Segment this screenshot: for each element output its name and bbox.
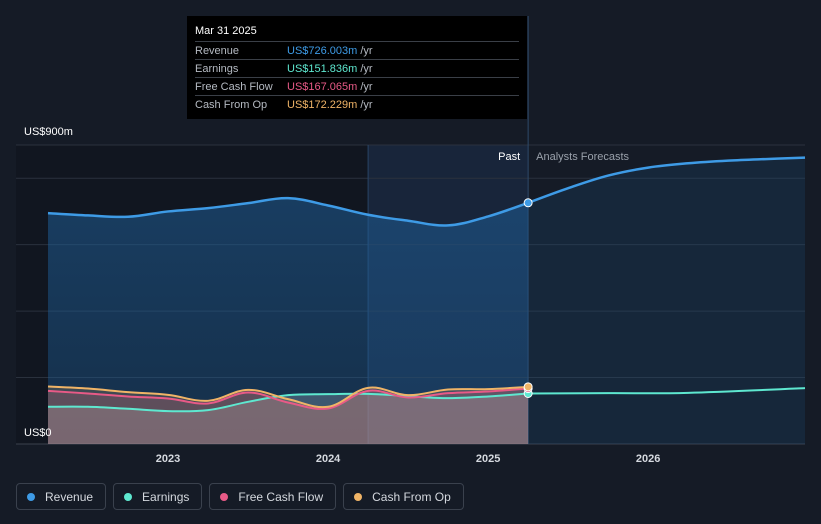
free-cash-flow-line-past — [47, 387, 529, 410]
x-tick-label: 2024 — [316, 453, 341, 465]
cash-from-op-marker — [523, 382, 533, 392]
legend-dot-icon — [220, 492, 229, 501]
tooltip-unit: /yr — [360, 98, 373, 111]
tooltip-row-cash-from-op: Cash From Op US$172.229m /yr — [195, 95, 519, 113]
free-cash-flow-area — [48, 388, 529, 444]
earnings-line-forecast — [528, 387, 806, 395]
legend-dot-icon — [124, 492, 133, 501]
tooltip-unit: /yr — [360, 44, 373, 57]
revenue-forecast-area — [528, 157, 805, 444]
tooltip-value: US$172.229m — [287, 98, 358, 111]
earnings-line-past — [47, 392, 529, 413]
forecast-label: Analysts Forecasts — [536, 151, 629, 163]
tooltip-row-revenue: Revenue US$726.003m /yr — [195, 41, 519, 59]
tooltip-value: US$167.065m — [287, 80, 358, 93]
data-tooltip: Mar 31 2025 Revenue US$726.003m /yr Earn… — [187, 16, 527, 119]
tooltip-row-earnings: Earnings US$151.836m /yr — [195, 59, 519, 77]
x-tick-label: 2026 — [636, 453, 660, 465]
revenue-marker — [523, 198, 533, 208]
tooltip-value: US$151.836m — [287, 62, 358, 75]
tooltip-label: Revenue — [195, 44, 240, 57]
revenue-line-past — [47, 196, 529, 227]
tooltip-value: US$726.003m — [287, 44, 358, 57]
revenue-line-forecast — [527, 156, 806, 204]
legend-label: Free Cash Flow — [238, 489, 324, 504]
tooltip-date: Mar 31 2025 — [195, 25, 257, 37]
tooltip-label: Cash From Op — [195, 98, 268, 111]
tooltip-row-free-cash-flow: Free Cash Flow US$167.065m /yr — [195, 77, 519, 95]
x-tick-label: 2023 — [156, 453, 180, 465]
legend-label: Cash From Op — [372, 489, 451, 504]
cash-from-op-area — [48, 386, 529, 444]
tooltip-unit: /yr — [360, 80, 373, 93]
tooltip-label: Free Cash Flow — [195, 80, 273, 93]
legend-item-earnings[interactable]: Earnings — [113, 483, 203, 510]
legend-dot-icon — [354, 492, 363, 501]
tooltip-unit: /yr — [360, 62, 373, 75]
earnings-area — [48, 393, 529, 444]
legend-dot-icon — [27, 492, 35, 501]
x-tick-label: 2025 — [476, 453, 500, 465]
legend-item-free-cash-flow[interactable]: Free Cash Flow — [209, 483, 337, 510]
y-axis-min-label: US$0 — [24, 427, 52, 439]
cash-from-op-line-past — [47, 385, 529, 409]
legend-item-revenue[interactable]: Revenue — [16, 483, 107, 510]
legend-label: Earnings — [142, 489, 190, 504]
tooltip-label: Earnings — [195, 62, 239, 75]
chart-legend: Revenue Earnings Free Cash Flow Cash Fro… — [16, 483, 464, 510]
legend-item-cash-from-op[interactable]: Cash From Op — [343, 483, 464, 510]
y-axis-max-label: US$900m — [24, 126, 73, 138]
revenue-area — [48, 198, 529, 444]
legend-label: Revenue — [45, 489, 94, 504]
past-label: Past — [498, 151, 520, 163]
